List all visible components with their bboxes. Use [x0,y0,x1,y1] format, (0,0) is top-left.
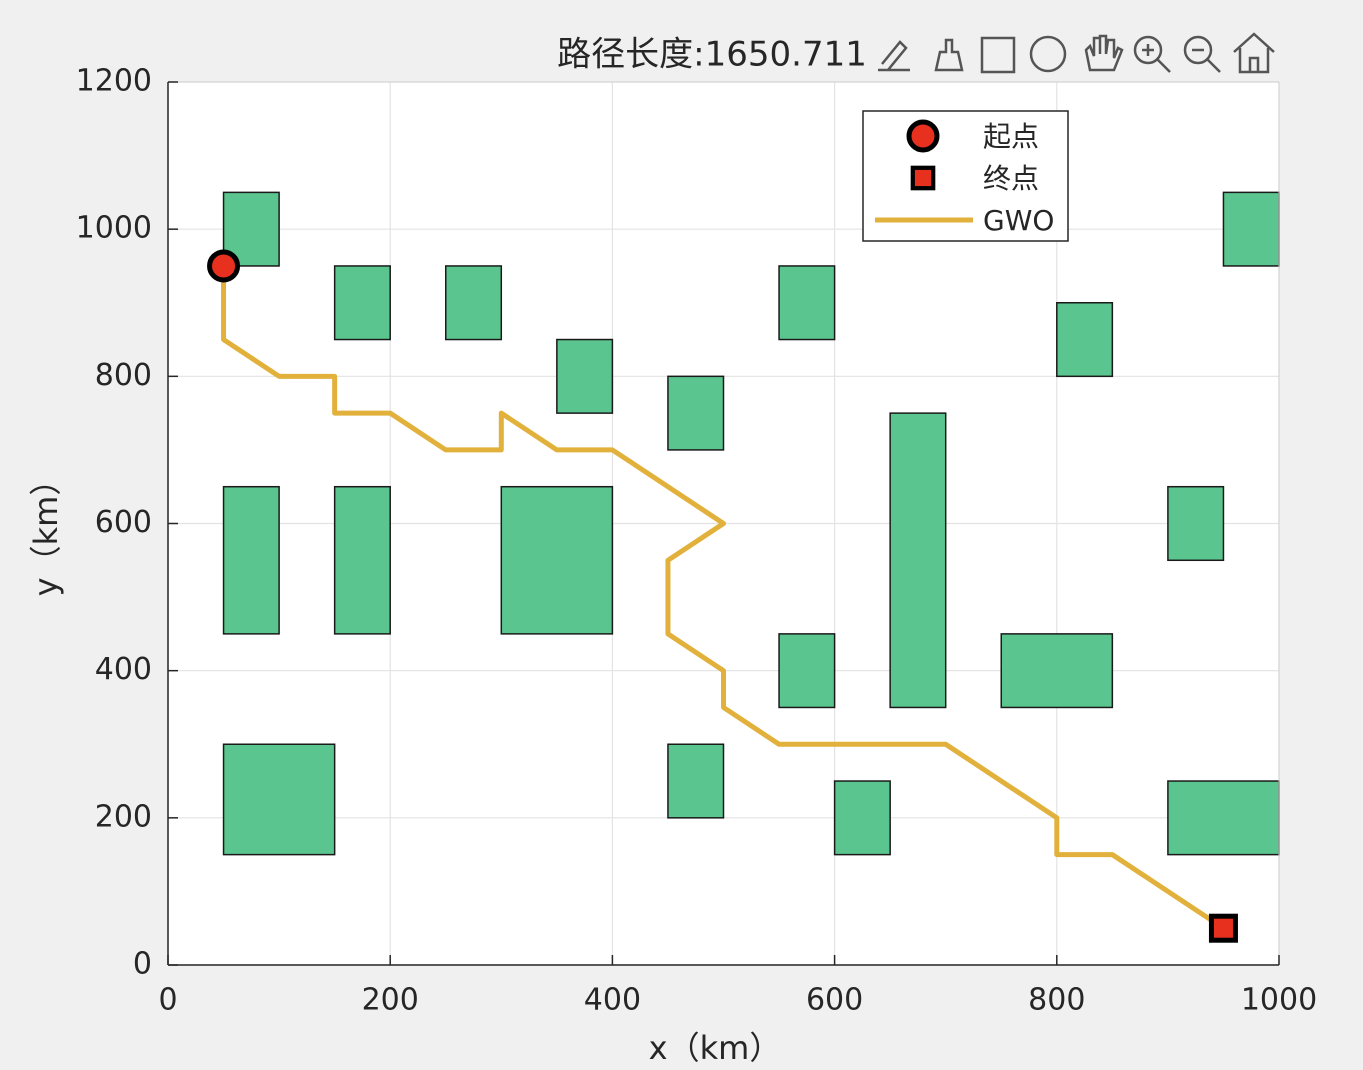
obstacle [833,780,891,856]
obstacle [445,265,503,341]
legend-marker [906,119,940,153]
legend-label: GWO [983,204,1054,237]
toolbar-zoom-out[interactable] [1183,35,1213,65]
toolbar-brush[interactable] [934,38,964,72]
obstacle [667,375,725,451]
toolbar-rotate[interactable] [1029,35,1067,73]
legend-label: 终点 [983,162,1039,195]
obstacle [222,485,280,635]
toolbar-home[interactable] [1233,32,1275,74]
obstacle [889,412,947,709]
x-axis-label: x（km） [649,1029,782,1067]
x-tick-label: 200 [362,983,419,1018]
y-tick-label: 0 [133,947,152,982]
toolbar-zoom-in-symbol[interactable] [1142,44,1171,73]
y-tick-label: 400 [95,652,152,687]
toolbar[interactable] [878,32,1275,74]
obstacle [1000,633,1114,709]
obstacle [1167,780,1280,856]
plot [207,191,1280,943]
legend-label: 起点 [983,120,1039,153]
y-tick-label: 1200 [76,64,152,99]
obstacle [333,265,391,341]
path-line [221,265,1225,931]
toolbar-pan[interactable] [1084,34,1124,72]
toolbar-zoom-out-symbol[interactable] [1192,48,1221,73]
obstacle [667,743,725,819]
start-marker [207,249,241,283]
obstacle [333,485,391,635]
x-tick-label: 600 [806,983,863,1018]
obstacle [500,485,614,635]
y-tick-label: 1000 [76,211,152,246]
toolbar-zoom-in[interactable] [1133,35,1163,65]
toolbar-datatip[interactable] [980,36,1016,74]
obstacle [778,633,836,709]
obstacle [1167,485,1225,562]
y-tick-label: 800 [95,358,152,393]
y-tick-label: 200 [95,799,152,834]
end-marker [1208,913,1238,943]
chart-title: 路径长度:1650.711 [557,35,867,75]
toolbar-export[interactable] [878,40,910,72]
y-tick-label: 600 [95,505,152,540]
y-axis-label: y（km） [27,464,65,597]
obstacle [1222,191,1280,267]
x-tick-label: 0 [158,983,177,1018]
legend-marker [910,165,936,191]
x-tick-label: 800 [1028,983,1085,1018]
ticks: 0 200 400 600 800 1000 0 200 400 600 800 1000 1200 [76,64,1318,1018]
x-tick-label: 1000 [1241,983,1317,1018]
obstacle [222,743,336,856]
obstacle [556,338,614,414]
x-tick-label: 400 [584,983,641,1018]
obstacle [1056,302,1114,378]
obstacle [778,265,836,341]
